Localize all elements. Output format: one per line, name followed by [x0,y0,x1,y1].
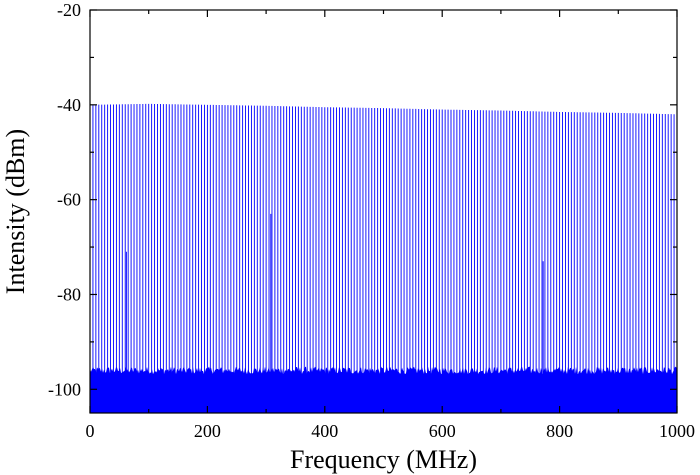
x-tick-label: 400 [311,421,338,441]
comb-lines [89,103,678,413]
plot-area [89,103,678,413]
x-tick-label: 600 [429,421,456,441]
x-tick-labels: 0 200 400 600 800 1000 [86,421,696,441]
y-tick-labels: -100 -80 -60 -40 -20 [48,0,81,399]
y-tick-label: -20 [57,0,81,20]
y-tick-label: -100 [48,379,81,399]
y-tick-label: -60 [57,190,81,210]
x-tick-label: 800 [546,421,573,441]
y-tick-label: -40 [57,95,81,115]
axis-ticks [89,9,678,413]
x-tick-label: 0 [86,421,95,441]
y-tick-label: -80 [57,284,81,304]
x-axis-title: Frequency (MHz) [290,445,477,474]
x-tick-label: 1000 [659,421,695,441]
y-axis-title: Intensity (dBm) [1,129,30,294]
x-tick-label: 200 [194,421,221,441]
